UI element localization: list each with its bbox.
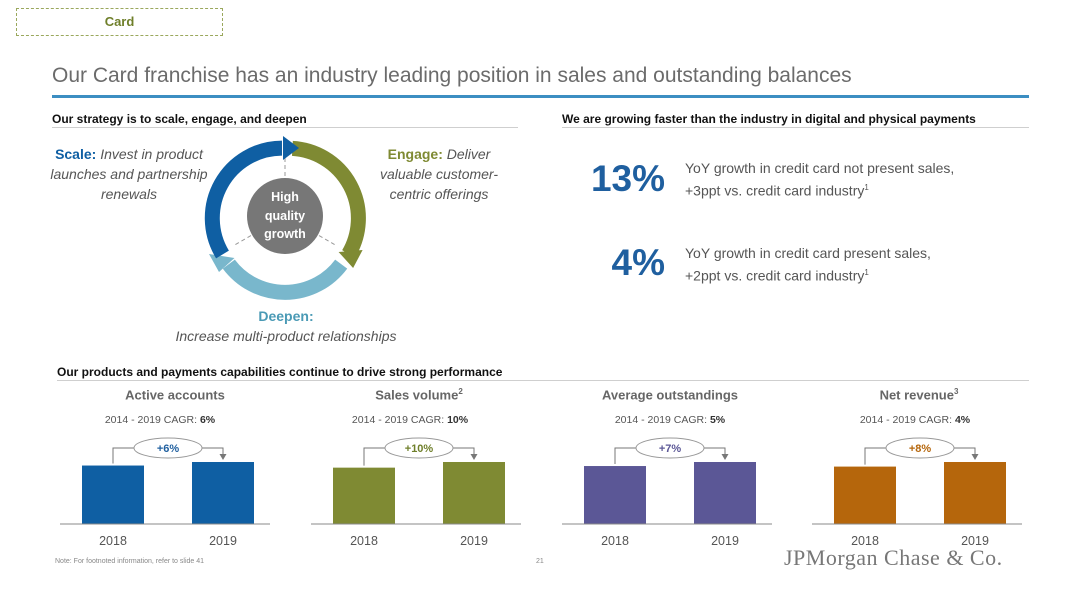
metric-title-net-revenue: Net revenue3 (879, 387, 959, 403)
change-label-average-outstandings: +7% (659, 443, 682, 455)
bar-net-revenue-2019 (944, 462, 1006, 524)
engage-head: Engage: (387, 146, 443, 162)
bar-average-outstandings-2019 (694, 462, 756, 524)
deepen-head: Deepen: (258, 308, 314, 324)
tick-label-average-outstandings-2019: 2019 (711, 534, 739, 548)
tick-label-active-accounts-2019: 2019 (209, 534, 237, 548)
growth-desc-card-present: YoY growth in credit card present sales,… (685, 243, 931, 286)
change-label-net-revenue: +8% (909, 443, 932, 455)
performance-heading: Our products and payments capabilities c… (57, 365, 503, 379)
engage-arrowhead (338, 250, 363, 268)
scale-text: Scale: Invest in product launches and pa… (44, 144, 214, 204)
change-arrow-active-accounts (219, 454, 227, 460)
deepen-text: Deepen: Increase multi-product relations… (150, 306, 422, 346)
page-number: 21 (536, 558, 544, 565)
deepen-arc (222, 259, 348, 300)
tick-label-net-revenue-2019: 2019 (961, 534, 989, 548)
change-pill-average-outstandings (635, 437, 705, 459)
metric-title-sales-volume: Sales volume2 (375, 387, 463, 403)
growth-desc-line1: YoY growth in credit card present sales, (685, 245, 931, 261)
growth-pct-card-not-present: 13% (590, 158, 665, 199)
growth-desc-line2: +3ppt vs. credit card industry1 (685, 182, 869, 199)
deepen-desc: Increase multi-product relationships (175, 328, 397, 344)
metric-cagr-active-accounts: 2014 - 2019 CAGR: 6% (104, 414, 216, 426)
bar-sales-volume-2018 (333, 467, 395, 524)
growth-desc-card-not-present: YoY growth in credit card not present sa… (685, 158, 954, 201)
scale-arc (204, 140, 283, 259)
connector-left (232, 231, 258, 247)
scale-arrowhead (283, 136, 299, 160)
change-arrow-net-revenue (971, 454, 979, 460)
footnote: Note: For footnoted information, refer t… (55, 558, 205, 565)
change-arrow-sales-volume (470, 454, 478, 460)
change-arrow-average-outstandings (721, 454, 729, 460)
growth-pct-card-present: 4% (611, 242, 665, 283)
strategy-heading: Our strategy is to scale, engage, and de… (52, 112, 307, 126)
page-title: Our Card franchise has an industry leadi… (52, 64, 852, 87)
metric-title-average-outstandings: Average outstandings (601, 387, 739, 403)
bar-active-accounts-2018 (82, 465, 144, 524)
scale-desc: Invest in product launches and partnersh… (50, 146, 208, 202)
connector-right (312, 231, 338, 247)
engage-text: Engage: Deliver valuable customer-centri… (368, 144, 510, 204)
metric-cagr-average-outstandings: 2014 - 2019 CAGR: 5% (614, 414, 726, 426)
engage-arc (291, 140, 366, 258)
center-line-2: quality (265, 209, 305, 223)
growth-rule (562, 127, 1029, 128)
bar-sales-volume-2019 (443, 462, 505, 524)
tick-label-sales-volume-2019: 2019 (460, 534, 488, 548)
tick-label-sales-volume-2018: 2018 (350, 534, 378, 548)
tick-label-average-outstandings-2018: 2018 (601, 534, 629, 548)
tick-label-net-revenue-2018: 2018 (851, 534, 879, 548)
strategy-cycle-diagram: High quality growth (204, 136, 366, 300)
deepen-arrowhead (209, 254, 235, 272)
section-tag: Card (16, 8, 223, 36)
center-circle (247, 178, 323, 254)
change-pill-active-accounts (133, 437, 203, 459)
center-line-1: High (271, 190, 299, 204)
metric-title-active-accounts: Active accounts (125, 387, 225, 403)
change-label-active-accounts: +6% (157, 443, 180, 455)
bar-net-revenue-2018 (834, 466, 896, 524)
growth-desc-line1: YoY growth in credit card not present sa… (685, 160, 955, 176)
jpmorgan-logo: JPMorgan Chase & Co. (784, 545, 1003, 570)
change-pill-net-revenue (885, 437, 955, 459)
center-line-3: growth (264, 227, 306, 241)
title-rule (52, 95, 1029, 98)
metric-cagr-sales-volume: 2014 - 2019 CAGR: 10% (351, 414, 469, 426)
strategy-rule (52, 127, 518, 128)
growth-heading: We are growing faster than the industry … (562, 112, 976, 126)
bar-active-accounts-2019 (192, 462, 254, 524)
scale-head: Scale: (55, 146, 97, 162)
performance-rule (57, 380, 1029, 381)
change-pill-sales-volume (384, 437, 454, 459)
tick-label-active-accounts-2018: 2018 (99, 534, 127, 548)
metric-cagr-net-revenue: 2014 - 2019 CAGR: 4% (859, 414, 971, 426)
change-label-sales-volume: +10% (405, 443, 434, 455)
growth-desc-line2: +2ppt vs. credit card industry1 (685, 267, 869, 284)
bar-average-outstandings-2018 (584, 466, 646, 524)
engage-desc: Deliver valuable customer-centric offeri… (379, 146, 499, 202)
